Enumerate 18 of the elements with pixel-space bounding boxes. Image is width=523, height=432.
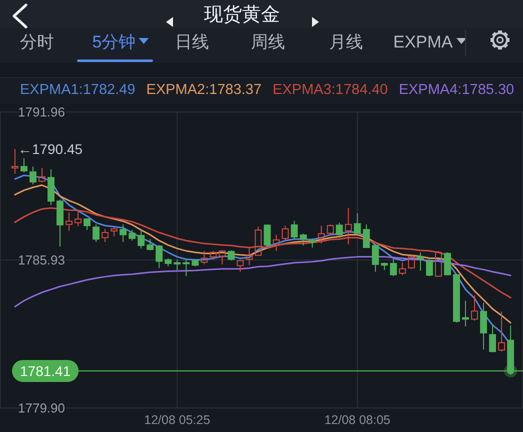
tab-label: 月线: [329, 32, 363, 52]
y-tick: 1785.93: [18, 252, 65, 268]
x-tick: 12/08 08:05: [324, 413, 390, 427]
ref-line-label: 1781.41: [20, 362, 71, 379]
tab-label: 分时: [20, 32, 54, 52]
y-tick: 1779.90: [18, 400, 65, 416]
x-tick: 12/08 05:25: [144, 413, 210, 427]
tab-label: 周线: [251, 32, 285, 52]
title: 现货黄金: [204, 4, 280, 26]
legend: EXPMA4:1785.30: [398, 82, 514, 98]
annotation: ←1790.45: [18, 141, 83, 158]
y-tick: 1791.96: [18, 104, 65, 120]
tab-label: 5分钟: [92, 32, 136, 52]
legend: EXPMA2:1783.37: [146, 82, 262, 98]
tab-label: 日线: [175, 32, 209, 52]
tab-label: EXPMA: [393, 32, 453, 52]
legend: EXPMA1:1782.49: [20, 82, 136, 98]
legend: EXPMA3:1784.40: [272, 82, 388, 98]
